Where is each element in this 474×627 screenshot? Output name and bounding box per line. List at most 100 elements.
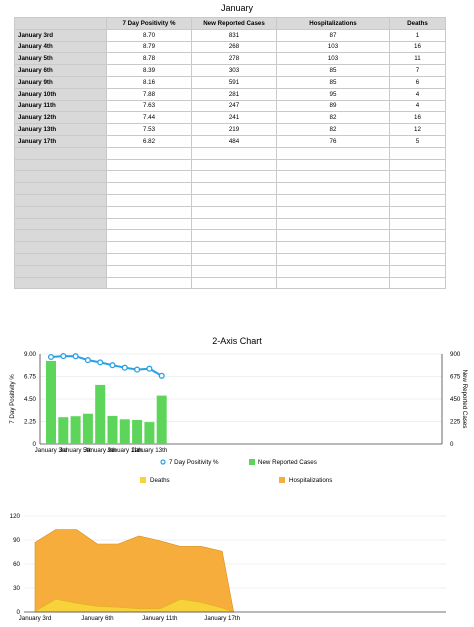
table-cell[interactable]: 1	[389, 28, 446, 42]
table-cell[interactable]: 281	[191, 87, 277, 101]
empty-cell[interactable]	[389, 182, 446, 195]
empty-cell[interactable]	[389, 158, 446, 172]
empty-cell[interactable]	[389, 264, 446, 278]
empty-cell[interactable]	[106, 241, 192, 254]
empty-cell[interactable]	[389, 276, 446, 290]
empty-cell[interactable]	[106, 205, 192, 219]
empty-cell[interactable]	[14, 217, 107, 231]
table-cell[interactable]: 8.39	[106, 64, 192, 77]
table-cell[interactable]: 16	[389, 40, 446, 54]
empty-cell[interactable]	[191, 193, 277, 207]
table-cell[interactable]: 4	[389, 87, 446, 101]
empty-cell[interactable]	[389, 170, 446, 184]
table-cell[interactable]: 103	[276, 52, 390, 66]
empty-cell[interactable]	[276, 217, 390, 231]
table-cell[interactable]: 7.53	[106, 123, 192, 136]
empty-cell[interactable]	[106, 217, 192, 231]
empty-cell[interactable]	[276, 229, 390, 243]
empty-cell[interactable]	[191, 241, 277, 254]
empty-cell[interactable]	[276, 146, 390, 160]
table-cell[interactable]: 219	[191, 123, 277, 136]
empty-cell[interactable]	[106, 158, 192, 172]
table-cell[interactable]: 89	[276, 99, 390, 113]
empty-cell[interactable]	[106, 182, 192, 195]
table-cell[interactable]: 85	[276, 64, 390, 77]
empty-cell[interactable]	[191, 217, 277, 231]
empty-cell[interactable]	[389, 252, 446, 266]
empty-cell[interactable]	[389, 217, 446, 231]
empty-cell[interactable]	[276, 182, 390, 195]
row-header-cell[interactable]: January 4th	[14, 40, 107, 54]
empty-cell[interactable]	[14, 205, 107, 219]
row-header-cell[interactable]: January 10th	[14, 87, 107, 101]
empty-cell[interactable]	[14, 146, 107, 160]
header-cell[interactable]: Hospitalizations	[276, 17, 390, 30]
empty-cell[interactable]	[276, 264, 390, 278]
row-header-cell[interactable]: January 11th	[14, 99, 107, 113]
empty-cell[interactable]	[276, 170, 390, 184]
table-cell[interactable]: 8.16	[106, 75, 192, 89]
empty-cell[interactable]	[191, 182, 277, 195]
table-cell[interactable]: 16	[389, 111, 446, 125]
empty-cell[interactable]	[191, 158, 277, 172]
row-header-cell[interactable]: January 6th	[14, 64, 107, 77]
table-cell[interactable]: 85	[276, 75, 390, 89]
table-cell[interactable]: 6.82	[106, 134, 192, 148]
header-cell[interactable]: New Reported Cases	[191, 17, 277, 30]
table-cell[interactable]: 7.63	[106, 99, 192, 113]
table-cell[interactable]: 8.70	[106, 28, 192, 42]
empty-cell[interactable]	[191, 146, 277, 160]
row-header-cell[interactable]: January 9th	[14, 75, 107, 89]
table-cell[interactable]: 484	[191, 134, 277, 148]
table-cell[interactable]: 12	[389, 123, 446, 136]
row-header-cell[interactable]: January 13th	[14, 123, 107, 136]
row-header-cell[interactable]: January 12th	[14, 111, 107, 125]
row-header-cell[interactable]: January 17th	[14, 134, 107, 148]
empty-cell[interactable]	[191, 205, 277, 219]
empty-cell[interactable]	[389, 205, 446, 219]
table-cell[interactable]: 7	[389, 64, 446, 77]
empty-cell[interactable]	[191, 264, 277, 278]
header-cell[interactable]: Deaths	[389, 17, 446, 30]
empty-cell[interactable]	[389, 241, 446, 254]
empty-cell[interactable]	[14, 276, 107, 290]
empty-cell[interactable]	[276, 276, 390, 290]
header-cell[interactable]: 7 Day Positivity %	[106, 17, 192, 30]
empty-cell[interactable]	[14, 264, 107, 278]
header-cell[interactable]	[14, 17, 107, 30]
empty-cell[interactable]	[389, 229, 446, 243]
table-cell[interactable]: 268	[191, 40, 277, 54]
row-header-cell[interactable]: January 5th	[14, 52, 107, 66]
empty-cell[interactable]	[14, 252, 107, 266]
table-cell[interactable]: 103	[276, 40, 390, 54]
table-cell[interactable]: 278	[191, 52, 277, 66]
empty-cell[interactable]	[191, 170, 277, 184]
empty-cell[interactable]	[14, 241, 107, 254]
table-cell[interactable]: 8.79	[106, 40, 192, 54]
empty-cell[interactable]	[106, 264, 192, 278]
empty-cell[interactable]	[191, 252, 277, 266]
empty-cell[interactable]	[276, 205, 390, 219]
empty-cell[interactable]	[14, 182, 107, 195]
table-cell[interactable]: 87	[276, 28, 390, 42]
empty-cell[interactable]	[14, 158, 107, 172]
table-cell[interactable]: 303	[191, 64, 277, 77]
table-cell[interactable]: 11	[389, 52, 446, 66]
table-cell[interactable]: 95	[276, 87, 390, 101]
table-cell[interactable]: 5	[389, 134, 446, 148]
table-cell[interactable]: 82	[276, 111, 390, 125]
table-cell[interactable]: 4	[389, 99, 446, 113]
table-cell[interactable]: 241	[191, 111, 277, 125]
empty-cell[interactable]	[276, 193, 390, 207]
table-cell[interactable]: 7.44	[106, 111, 192, 125]
table-cell[interactable]: 247	[191, 99, 277, 113]
empty-cell[interactable]	[106, 193, 192, 207]
empty-cell[interactable]	[191, 229, 277, 243]
empty-cell[interactable]	[276, 158, 390, 172]
empty-cell[interactable]	[106, 229, 192, 243]
empty-cell[interactable]	[106, 276, 192, 290]
table-cell[interactable]: 591	[191, 75, 277, 89]
row-header-cell[interactable]: January 3rd	[14, 28, 107, 42]
empty-cell[interactable]	[106, 170, 192, 184]
empty-cell[interactable]	[106, 146, 192, 160]
